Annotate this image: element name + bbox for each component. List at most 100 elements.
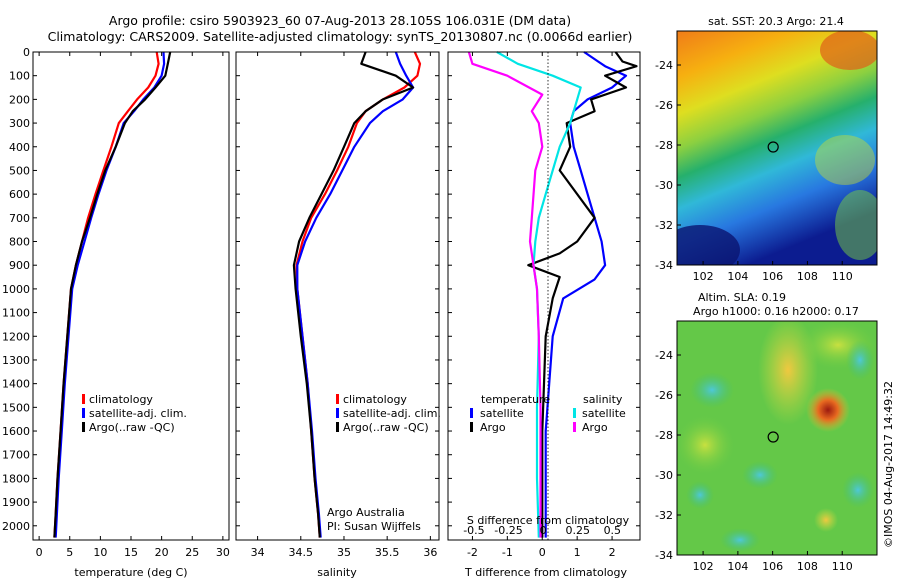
credit-text: ©IMOS 04-Aug-2017 14:49:32 [882,381,895,548]
y-tick-label: 1500 [2,401,30,414]
sst-map-panel: sat. SST: 20.3 Argo: 21.4 102 104 106 108 11… [655,15,878,283]
y-tick-label: 1700 [2,449,30,462]
x-tick-label: 25 [185,546,199,559]
y-tick-label: 100 [9,70,30,83]
x-tick-label: 1 [574,546,581,559]
map-x-tick-label: 110 [832,560,853,573]
map-x-tick-label: 106 [762,270,783,283]
difference-traces [467,51,638,538]
temperature-traces [53,51,172,538]
x2-tick-label: 0 [540,524,547,537]
y-tick-label: 900 [9,259,30,272]
legend-label-t-argo: Argo [480,421,506,434]
legend-swatch-climatology [336,394,339,404]
y-tick-label: 0 [23,46,30,59]
series-line-1 [527,51,638,538]
y-tick-label: 400 [9,141,30,154]
legend-swatch-t-satellite [470,408,473,418]
legend-label-argo: Argo(..raw -QC) [343,421,429,434]
map-x-tick-label: 104 [727,560,748,573]
map-y-tick-label: -34 [655,259,673,272]
sst-map-axes: 102 104 106 108 110 -24 -26 -28 -30 -32 -34 [655,59,853,283]
legend-label-climatology: climatology [343,393,407,406]
x-tick-label: 30 [216,546,230,559]
series-line-1 [54,51,166,538]
map-y-tick-label: -24 [655,59,673,72]
x-tick-label: 35 [337,546,351,559]
y-tick-label: 1400 [2,378,30,391]
series-line-2 [53,51,172,538]
difference-xlabel: T difference from climatology [464,566,627,579]
temperature-panel: 0 5 10 15 20 25 300100200300400500600700800900… [2,46,230,579]
x-tick-label: 34.5 [289,546,314,559]
argo-location-marker [767,431,779,443]
x-tick-label: 0 [539,546,546,559]
x-tick-label: 15 [124,546,138,559]
salinity-legend: climatology satellite-adj. clim. Argo(..… [336,393,441,434]
legend-label-s-satellite: satellite [582,407,626,420]
legend-label-satellite: satellite-adj. clim. [89,407,187,420]
legend-label-satellite: satellite-adj. clim. [343,407,441,420]
map-x-tick-label: 110 [832,270,853,283]
map-y-tick-label: -26 [655,99,673,112]
series-line-2 [292,51,415,538]
map-x-tick-label: 104 [727,270,748,283]
sla-map-subtitle: Argo h1000: 0.16 h2000: 0.17 [693,305,859,318]
map-x-tick-label: 102 [693,560,714,573]
argo-location-marker [767,141,779,153]
map-x-tick-label: 102 [693,270,714,283]
salinity-traces [292,51,422,538]
map-x-tick-label: 108 [797,270,818,283]
legend-swatch-argo [336,422,339,432]
y-tick-label: 300 [9,117,30,130]
y-tick-label: 1100 [2,307,30,320]
legend-swatch-satellite [82,408,85,418]
map-y-tick-label: -28 [655,429,673,442]
series-line-0 [544,51,628,538]
map-y-tick-label: -32 [655,509,673,522]
difference-x2label: S difference from climatology [467,514,630,527]
header-line-1: Argo profile: csiro 5903923_60 07-Aug-20… [109,13,571,28]
y-tick-label: 500 [9,164,30,177]
map-y-tick-label: -34 [655,549,673,562]
series-line-2 [496,51,582,538]
map-x-tick-label: 108 [797,560,818,573]
legend-label-t-satellite: satellite [480,407,524,420]
y-tick-label: 600 [9,188,30,201]
salinity-annotation-2: PI: Susan Wijffels [327,520,421,533]
y-tick-label: 1000 [2,283,30,296]
legend-label-climatology: climatology [89,393,153,406]
y-tick-label: 1200 [2,330,30,343]
temperature-axes: 0 5 10 15 20 25 300100200300400500600700800900… [2,46,230,559]
y-tick-label: 1600 [2,425,30,438]
legend-swatch-argo [82,422,85,432]
x2-tick-label: 0.5 [604,524,622,537]
x-tick-label: 0 [36,546,43,559]
x-tick-label: 36 [423,546,437,559]
legend-swatch-climatology [82,394,85,404]
x-tick-label: -1 [502,546,513,559]
series-line-3 [467,51,544,538]
y-tick-label: 1900 [2,496,30,509]
legend-label-argo: Argo(..raw -QC) [89,421,175,434]
legend-swatch-satellite [336,408,339,418]
sla-map-panel: Altim. SLA: 0.19 Argo h1000: 0.16 h2000:… [655,291,878,573]
temperature-legend: climatology satellite-adj. clim. Argo(..… [82,393,187,434]
legend-title-salinity: salinity [583,393,623,406]
x-tick-label: 34 [251,546,265,559]
y-tick-label: 2000 [2,520,30,533]
x2-tick-label: -0.5 [463,524,484,537]
map-y-tick-label: -28 [655,139,673,152]
legend-swatch-s-argo [573,422,576,432]
salinity-annotation-1: Argo Australia [327,506,405,519]
x-tick-label: 2 [609,546,616,559]
x-tick-label: -2 [467,546,478,559]
map-y-tick-label: -30 [655,469,673,482]
salinity-panel: 34 34.5 35 35.5 36 climatology satellite-adj… [235,51,441,579]
y-tick-label: 1300 [2,354,30,367]
y-tick-label: 200 [9,93,30,106]
map-x-tick-label: 106 [762,560,783,573]
x-tick-label: 10 [93,546,107,559]
legend-swatch-s-satellite [573,408,576,418]
